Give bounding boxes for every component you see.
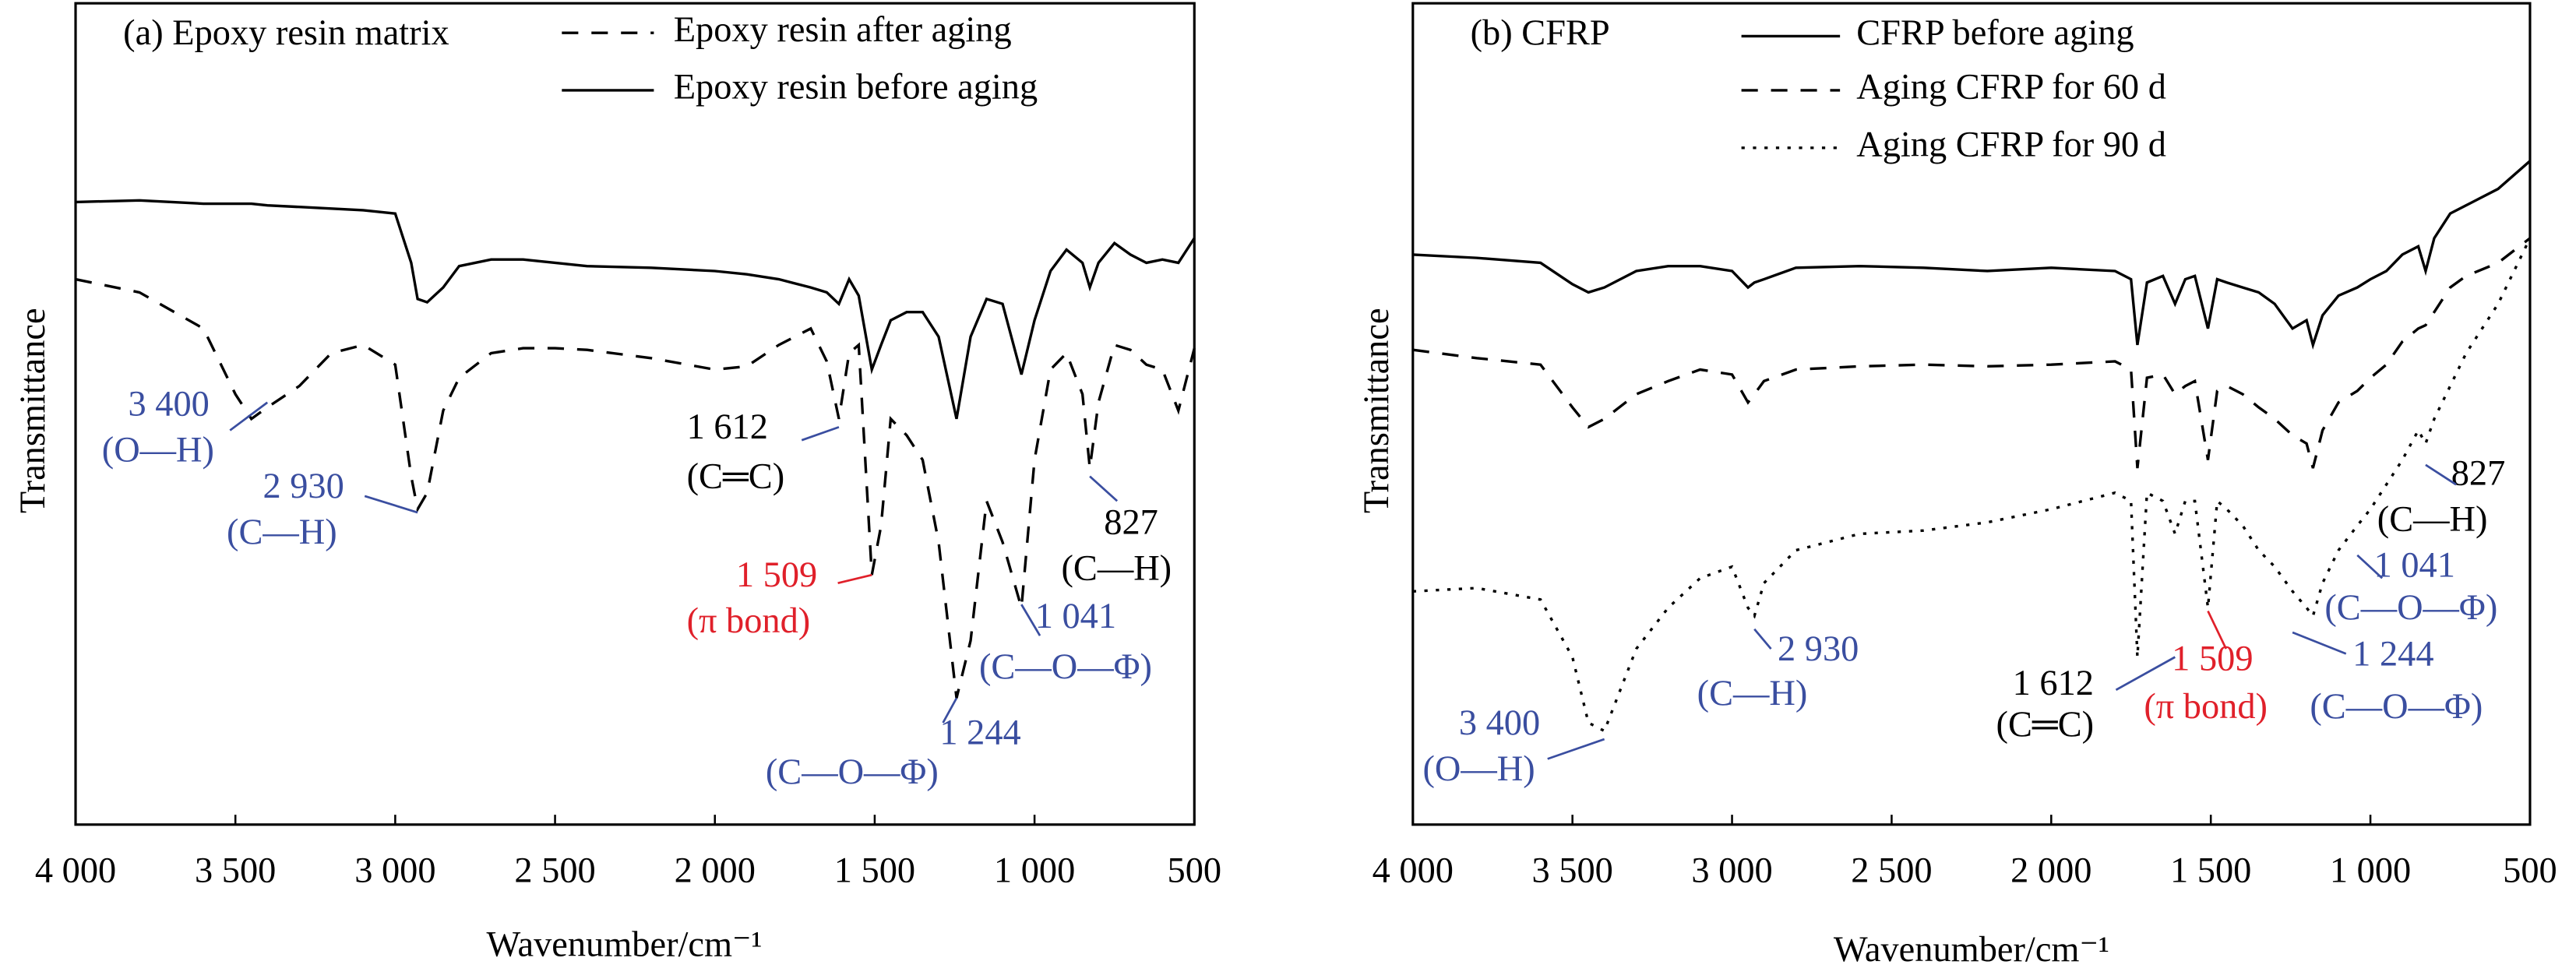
leader-line bbox=[942, 697, 958, 724]
legend-label: Epoxy resin before aging bbox=[674, 68, 1038, 107]
leader-line bbox=[837, 573, 872, 585]
bond-label: (C═C) bbox=[1996, 705, 2095, 745]
x-axis-label: Wavenumber/cm⁻¹ bbox=[486, 925, 762, 965]
spectrum-line bbox=[75, 199, 1196, 420]
x-tick-label: 4 000 bbox=[35, 851, 116, 891]
bond-label: (C—O—Φ) bbox=[2324, 588, 2497, 628]
leader-line bbox=[1020, 604, 1041, 636]
x-tick-label: 4 000 bbox=[1373, 851, 1454, 891]
leader-line bbox=[1753, 628, 1772, 650]
bond-label: (C═C) bbox=[687, 456, 785, 496]
bond-label: (C—H) bbox=[227, 512, 337, 552]
x-tick-label: 2 500 bbox=[1851, 851, 1932, 891]
plot-frame bbox=[74, 2, 1196, 826]
peak-label: 1 041 bbox=[2374, 545, 2455, 585]
x-tick-label: 3 500 bbox=[1531, 851, 1612, 891]
y-axis-label: Transmittance bbox=[1357, 308, 1397, 513]
bond-label: (C—H) bbox=[1061, 549, 1172, 589]
leader-line bbox=[364, 495, 418, 514]
legend-label: CFRP before aging bbox=[1856, 13, 2134, 53]
x-tick-label: 500 bbox=[1168, 851, 1222, 891]
x-tick-label: 1 000 bbox=[2330, 851, 2411, 891]
leader-line bbox=[801, 426, 840, 442]
bond-label: (O—H) bbox=[1422, 749, 1535, 789]
x-axis-label: Wavenumber/cm⁻¹ bbox=[1834, 930, 2109, 970]
bond-label: (C—O—Φ) bbox=[979, 647, 1152, 687]
peak-label: 827 bbox=[2451, 453, 2506, 493]
legend-label: Aging CFRP for 60 d bbox=[1856, 68, 2166, 107]
plot-frame bbox=[1411, 2, 2532, 826]
x-tick-label: 3 000 bbox=[1691, 851, 1772, 891]
spectrum-line bbox=[75, 277, 1196, 699]
legend-label: Epoxy resin after aging bbox=[674, 10, 1012, 50]
x-tick-label: 1 500 bbox=[2170, 851, 2251, 891]
peak-label: 1 244 bbox=[939, 713, 1020, 752]
x-tick-label: 1 500 bbox=[834, 851, 915, 891]
x-tick-label: 2 000 bbox=[2010, 851, 2091, 891]
x-tick-label: 2 000 bbox=[675, 851, 756, 891]
bond-label: (π bond) bbox=[2144, 687, 2268, 727]
x-tick-label: 3 500 bbox=[195, 851, 276, 891]
spectrum-line bbox=[1412, 237, 2531, 469]
peak-label: 827 bbox=[1104, 503, 1158, 543]
x-tick-label: 500 bbox=[2503, 851, 2557, 891]
leader-line bbox=[2292, 631, 2347, 655]
leader-line bbox=[2115, 656, 2176, 692]
peak-label: 3 400 bbox=[129, 385, 210, 424]
peak-label: 1 041 bbox=[1035, 597, 1116, 636]
peak-label: 1 244 bbox=[2352, 634, 2433, 674]
x-tick-label: 3 000 bbox=[354, 851, 435, 891]
bond-label: (C—O—Φ) bbox=[2310, 687, 2483, 727]
y-axis-label: Transmittance bbox=[13, 308, 53, 513]
leader-line bbox=[2207, 610, 2228, 650]
bond-label: (π bond) bbox=[687, 601, 811, 641]
peak-label: 3 400 bbox=[1459, 703, 1540, 743]
peak-label: 2 930 bbox=[1778, 629, 1859, 669]
bond-label: (C—O—Φ) bbox=[766, 752, 939, 792]
leader-line bbox=[1089, 475, 1119, 502]
leader-line bbox=[1547, 738, 1605, 760]
peak-label: 1 509 bbox=[736, 555, 817, 595]
x-tick-label: 1 000 bbox=[994, 851, 1075, 891]
bond-label: (C—H) bbox=[2377, 499, 2488, 539]
bond-label: (O—H) bbox=[102, 431, 214, 470]
peak-label: 1 612 bbox=[687, 407, 768, 447]
peak-label: 2 930 bbox=[263, 467, 344, 506]
leader-line bbox=[229, 401, 269, 431]
legend-label: Aging CFRP for 90 d bbox=[1856, 125, 2166, 164]
bond-label: (C—H) bbox=[1697, 674, 1808, 713]
x-tick-label: 2 500 bbox=[514, 851, 595, 891]
peak-label: 1 612 bbox=[2013, 664, 2094, 703]
panel-title: (a) Epoxy resin matrix bbox=[123, 13, 449, 53]
peak-label: 1 509 bbox=[2172, 639, 2253, 679]
leader-line bbox=[2356, 554, 2384, 579]
leader-line bbox=[2425, 463, 2457, 486]
spectrum-line bbox=[1412, 160, 2532, 350]
panel-title: (b) CFRP bbox=[1471, 13, 1610, 53]
